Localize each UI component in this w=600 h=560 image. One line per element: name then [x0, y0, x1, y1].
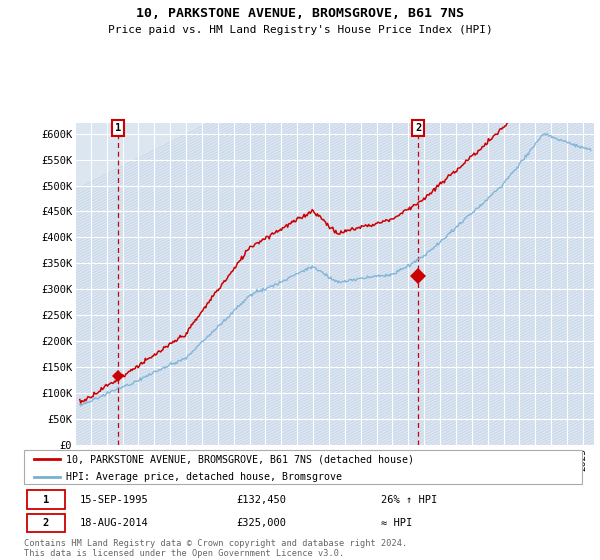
Text: HPI: Average price, detached house, Bromsgrove: HPI: Average price, detached house, Brom…: [66, 472, 342, 482]
Text: 15-SEP-1995: 15-SEP-1995: [80, 494, 149, 505]
Text: Price paid vs. HM Land Registry's House Price Index (HPI): Price paid vs. HM Land Registry's House …: [107, 25, 493, 35]
Text: 10, PARKSTONE AVENUE, BROMSGROVE, B61 7NS: 10, PARKSTONE AVENUE, BROMSGROVE, B61 7N…: [136, 7, 464, 20]
Bar: [27, 514, 65, 532]
Text: 2: 2: [415, 123, 421, 133]
Text: £132,450: £132,450: [236, 494, 286, 505]
Text: 2: 2: [43, 518, 49, 528]
Bar: [27, 491, 65, 509]
Text: 26% ↑ HPI: 26% ↑ HPI: [381, 494, 437, 505]
Text: 10, PARKSTONE AVENUE, BROMSGROVE, B61 7NS (detached house): 10, PARKSTONE AVENUE, BROMSGROVE, B61 7N…: [66, 454, 414, 464]
Text: 1: 1: [43, 494, 49, 505]
Text: Contains HM Land Registry data © Crown copyright and database right 2024.
This d: Contains HM Land Registry data © Crown c…: [24, 539, 407, 558]
Text: £325,000: £325,000: [236, 518, 286, 528]
Text: 18-AUG-2014: 18-AUG-2014: [80, 518, 149, 528]
Text: ≈ HPI: ≈ HPI: [381, 518, 412, 528]
Text: 1: 1: [115, 123, 121, 133]
